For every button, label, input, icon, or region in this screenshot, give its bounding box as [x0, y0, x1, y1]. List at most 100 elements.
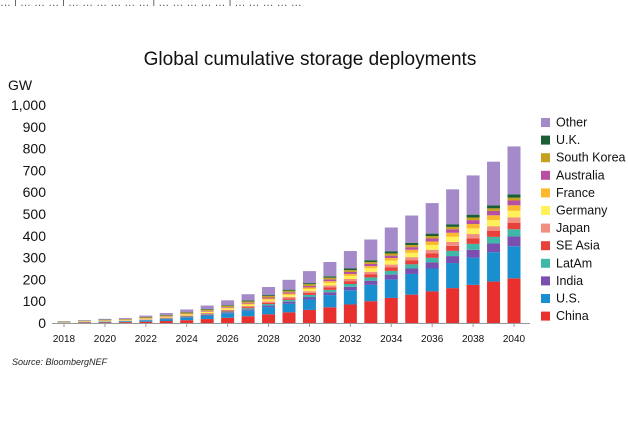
- bar-segment-south-korea: [118, 319, 132, 320]
- bar-segment-u-s-: [282, 303, 296, 313]
- bar-segment-u-s-: [405, 273, 419, 295]
- bar-segment-latam: [302, 294, 316, 298]
- legend-label: Germany: [556, 204, 608, 218]
- bar-segment-south-korea: [200, 309, 214, 311]
- bar-segment-south-korea: [364, 261, 378, 264]
- bar-segment-india: [364, 280, 378, 285]
- bar-segment-u-k-: [507, 194, 521, 198]
- bar-segment-france: [241, 303, 255, 305]
- bar-segment-australia: [364, 263, 378, 267]
- bar-segment-u-s-: [487, 252, 501, 282]
- bar-segment-japan: [487, 226, 501, 232]
- legend-item-china: China: [541, 309, 589, 323]
- bar-segment-japan: [343, 278, 357, 282]
- bar-segment-u-s-: [139, 320, 153, 322]
- bar-segment-south-korea: [507, 197, 521, 201]
- bar-segment-japan: [180, 315, 194, 317]
- bar-segment-u-s-: [446, 263, 460, 289]
- bar-segment-other: [159, 312, 173, 315]
- bar-segment-france: [466, 224, 480, 229]
- bar-segment-japan: [446, 241, 460, 246]
- bar-segment-se-asia: [466, 238, 480, 244]
- bar-segment-germany: [241, 304, 255, 306]
- bar-segment-se-asia: [507, 222, 521, 230]
- bar-segment-australia: [241, 302, 255, 304]
- bar-segment-other: [180, 309, 194, 313]
- bar-stack-2023: [159, 312, 173, 323]
- bar-segment-se-asia: [487, 231, 501, 237]
- bar-segment-se-asia: [425, 253, 439, 258]
- stacked-bars: [57, 146, 521, 323]
- bar-stack-2030: [302, 271, 316, 323]
- bar-segment-germany: [384, 260, 398, 265]
- bar-segment-india: [221, 312, 235, 314]
- bar-segment-china: [159, 321, 173, 323]
- bar-stack-2021: [118, 317, 132, 323]
- legend-label: India: [556, 274, 583, 288]
- legend-swatch: [541, 294, 550, 303]
- legend-swatch: [541, 170, 550, 180]
- y-tick-label: 0: [38, 315, 46, 331]
- bar-segment-germany: [343, 275, 357, 279]
- bar-segment-other: [282, 279, 296, 290]
- bar-segment-u-s-: [302, 299, 316, 310]
- bar-stack-2028: [262, 287, 276, 323]
- bar-segment-france: [425, 241, 439, 245]
- bar-segment-australia: [221, 307, 235, 308]
- bar-segment-japan: [262, 301, 276, 303]
- bar-segment-other: [200, 305, 214, 310]
- bar-segment-south-korea: [302, 284, 316, 286]
- legend-item-australia: Australia: [541, 168, 605, 182]
- bar-segment-france: [343, 273, 357, 276]
- bar-segment-other: [118, 317, 132, 319]
- legend-item-germany: Germany: [541, 204, 608, 218]
- bar-segment-china: [487, 281, 501, 323]
- bar-segment-se-asia: [323, 287, 337, 290]
- bar-stack-2018: [57, 321, 71, 323]
- bar-segment-u-k-: [262, 295, 276, 296]
- bar-segment-france: [405, 249, 419, 253]
- bar-segment-south-korea: [466, 217, 480, 221]
- bar-segment-other: [221, 300, 235, 306]
- bar-segment-se-asia: [221, 310, 235, 312]
- bar-segment-u-k-: [343, 268, 357, 271]
- y-tick-label: 500: [23, 206, 47, 222]
- bar-segment-u-s-: [507, 246, 521, 279]
- bar-segment-other: [323, 261, 337, 277]
- bar-segment-india: [405, 268, 419, 274]
- legend-swatch: [541, 118, 550, 127]
- bar-segment-india: [384, 274, 398, 280]
- bar-segment-australia: [446, 229, 460, 233]
- bar-segment-india: [425, 262, 439, 269]
- bar-segment-germany: [446, 236, 460, 242]
- bar-stack-2034: [384, 227, 398, 323]
- bar-segment-u-k-: [364, 260, 378, 262]
- y-tick-label: 600: [23, 184, 47, 200]
- bar-segment-japan: [364, 271, 378, 275]
- bar-segment-australia: [466, 220, 480, 225]
- bar-segment-south-korea: [98, 319, 112, 321]
- bar-segment-france: [282, 293, 296, 295]
- x-tick-label: 2034: [380, 334, 403, 345]
- legend-swatch: [541, 206, 550, 215]
- bar-segment-china: [343, 304, 357, 323]
- cropped-header-text: … | … … … | … … … … … … | … … … … … | … …: [0, 0, 302, 6]
- bar-segment-france: [262, 298, 276, 300]
- bar-segment-u-k-: [405, 242, 419, 245]
- legend-item-se-asia: SE Asia: [541, 239, 600, 253]
- bar-segment-france: [302, 287, 316, 289]
- bar-segment-other: [139, 315, 153, 317]
- bar-segment-australia: [487, 210, 501, 216]
- bar-segment-australia: [200, 310, 214, 312]
- bar-stack-2035: [405, 215, 419, 323]
- legend-label: China: [556, 309, 589, 323]
- legend-swatch: [541, 188, 550, 198]
- bar-segment-china: [139, 321, 153, 323]
- bar-stack-2040: [507, 146, 521, 323]
- bar-segment-latam: [364, 277, 378, 281]
- bar-segment-australia: [425, 238, 439, 242]
- bar-segment-other: [241, 294, 255, 301]
- bar-segment-china: [180, 320, 194, 323]
- bar-segment-france: [487, 215, 501, 221]
- bar-segment-japan: [384, 264, 398, 268]
